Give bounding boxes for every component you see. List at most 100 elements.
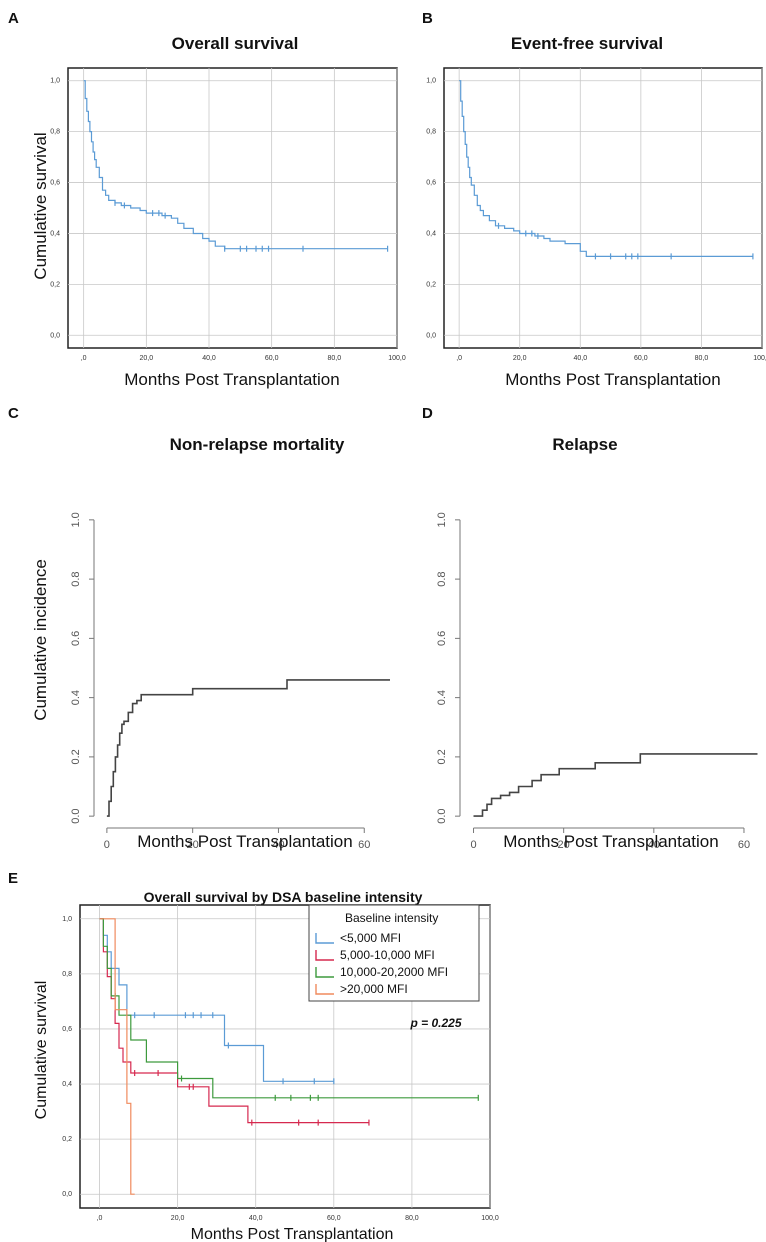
- y-tick-label: 0.6: [436, 631, 448, 646]
- y-tick-label: 0,4: [62, 1081, 72, 1088]
- y-tick-label: 0,2: [50, 281, 60, 288]
- x-tick-label: 100,0: [481, 1215, 499, 1222]
- series-line-0: [99, 918, 334, 1082]
- x-tick-label: 60,0: [634, 355, 648, 362]
- y-tick-label: 1.0: [436, 512, 448, 527]
- series-line-0: [83, 80, 388, 250]
- x-tick-label: 60: [358, 839, 370, 851]
- panel-letter-b: B: [422, 10, 433, 27]
- legend-box: [308, 904, 480, 1002]
- x-tick-label: 80,0: [328, 355, 342, 362]
- y-tick-label: 1,0: [62, 916, 72, 923]
- x-tick-label: ,0: [97, 1215, 103, 1222]
- panel-letter-e: E: [8, 870, 18, 887]
- x-axis-label-d: Months Post Transplantation: [503, 832, 718, 851]
- plot-c: 0 20 40 60 0.0 0.2 0.4 0.6 0.8 1.0: [70, 512, 390, 851]
- x-tick-label: 0: [470, 839, 476, 851]
- panel-letter-d: D: [422, 405, 433, 422]
- y-tick-label: 0,6: [50, 180, 60, 187]
- y-tick-label: 0.4: [70, 690, 82, 705]
- x-axis-label-e: Months Post Transplantation: [191, 1226, 394, 1242]
- y-tick-label: 0,2: [62, 1136, 72, 1143]
- legend-label: <5,000 MFI: [340, 931, 401, 945]
- chart-title-b: Event-free survival: [511, 34, 663, 53]
- y-tick-label: 1,0: [50, 78, 60, 85]
- x-tick-label: 0: [104, 839, 110, 851]
- legend-title: Baseline intensity: [345, 911, 438, 925]
- y-tick-label: 0,2: [426, 281, 436, 288]
- y-tick-label: 0.0: [436, 808, 448, 823]
- legend-swatch: [315, 984, 334, 995]
- x-tick-label: 80,0: [405, 1215, 419, 1222]
- series-line-0: [106, 679, 390, 817]
- legend-label: 5,000-10,000 MFI: [340, 948, 435, 962]
- x-tick-label: 100,0: [753, 355, 766, 362]
- legend-swatch: [315, 950, 334, 961]
- x-tick-label: ,0: [81, 355, 87, 362]
- series-line-0: [473, 753, 758, 817]
- x-tick-label: 40: [648, 839, 660, 851]
- y-tick-label: 0.8: [436, 571, 448, 586]
- panel-letter-c: C: [8, 405, 19, 422]
- series-line-0: [459, 80, 753, 257]
- legend-label: 10,000-20,2000 MFI: [340, 965, 448, 979]
- y-tick-label: 1.0: [70, 512, 82, 527]
- y-tick-label: 0,4: [426, 230, 436, 237]
- x-tick-label: 20,0: [513, 355, 527, 362]
- x-tick-label: 80,0: [695, 355, 709, 362]
- p-value-annotation: p = 0.225: [409, 1016, 461, 1030]
- plot-a: ,0 20,0 40,0 60,0 80,0 100,0 0,0 0,2 0,4 0,6 0,8 1,…: [50, 67, 406, 362]
- x-tick-label: 40,0: [202, 355, 216, 362]
- series-line-3: [99, 918, 135, 1195]
- y-tick-label: 0.2: [436, 749, 448, 764]
- x-tick-label: 40,0: [249, 1215, 263, 1222]
- chart-title-e: Overall survival by DSA baseline intensi…: [144, 889, 423, 905]
- x-tick-label: 20,0: [140, 355, 154, 362]
- x-tick-label: 40,0: [573, 355, 587, 362]
- plot-d: 0 20 40 60 0.0 0.2 0.4 0.6 0.8 1.0: [436, 512, 758, 851]
- x-tick-label: 60,0: [265, 355, 279, 362]
- y-tick-label: 1,0: [426, 78, 436, 85]
- y-axis-label-c: Cumulative incidence: [31, 559, 50, 721]
- x-axis-label-a: Months Post Transplantation: [124, 370, 339, 389]
- y-tick-label: 0.8: [70, 571, 82, 586]
- plot-frame: [67, 67, 398, 349]
- x-tick-label: 60,0: [327, 1215, 341, 1222]
- y-axis-label-a: Cumulative survival: [31, 132, 50, 279]
- x-axis-label-b: Months Post Transplantation: [505, 370, 720, 389]
- legend-swatch: [315, 933, 334, 944]
- y-tick-label: 0.0: [70, 808, 82, 823]
- x-tick-label: 20: [558, 839, 570, 851]
- y-tick-label: 0,6: [426, 180, 436, 187]
- y-tick-label: 0.2: [70, 749, 82, 764]
- panel-letter-a: A: [8, 10, 19, 27]
- plot-b: ,0 20,0 40,0 60,0 80,0 100,0 0,0 0,2 0,4 0,6 0,8 1,…: [426, 67, 766, 362]
- y-tick-label: 0,8: [426, 129, 436, 136]
- y-tick-label: 0,6: [62, 1026, 72, 1033]
- chart-title-c: Non-relapse mortality: [170, 435, 345, 454]
- y-axis-label-e: Cumulative survival: [33, 981, 50, 1120]
- y-tick-label: 0,0: [50, 332, 60, 339]
- x-axis-label-c: Months Post Transplantation: [137, 832, 352, 851]
- y-tick-label: 0,8: [62, 971, 72, 978]
- x-tick-label: 100,0: [388, 355, 406, 362]
- y-tick-label: 0,4: [50, 230, 60, 237]
- y-tick-label: 0.4: [436, 690, 448, 705]
- plot-frame: [443, 67, 763, 349]
- y-tick-label: 0,0: [426, 332, 436, 339]
- y-tick-label: 0,8: [50, 129, 60, 136]
- legend-label: >20,000 MFI: [340, 982, 408, 996]
- legend-swatch: [315, 967, 334, 978]
- y-tick-label: 0,0: [62, 1191, 72, 1198]
- chart-title-a: Overall survival: [172, 34, 299, 53]
- x-tick-label: 20,0: [171, 1215, 185, 1222]
- chart-title-d: Relapse: [552, 435, 617, 454]
- x-tick-label: 20: [187, 839, 199, 851]
- x-tick-label: ,0: [456, 355, 462, 362]
- y-tick-label: 0.6: [70, 631, 82, 646]
- x-tick-label: 60: [738, 839, 750, 851]
- series-line-2: [99, 918, 479, 1099]
- legend-e: Baseline intensity <5,000 MFI 5,000-10,00…: [308, 904, 480, 1002]
- x-tick-label: 40: [272, 839, 284, 851]
